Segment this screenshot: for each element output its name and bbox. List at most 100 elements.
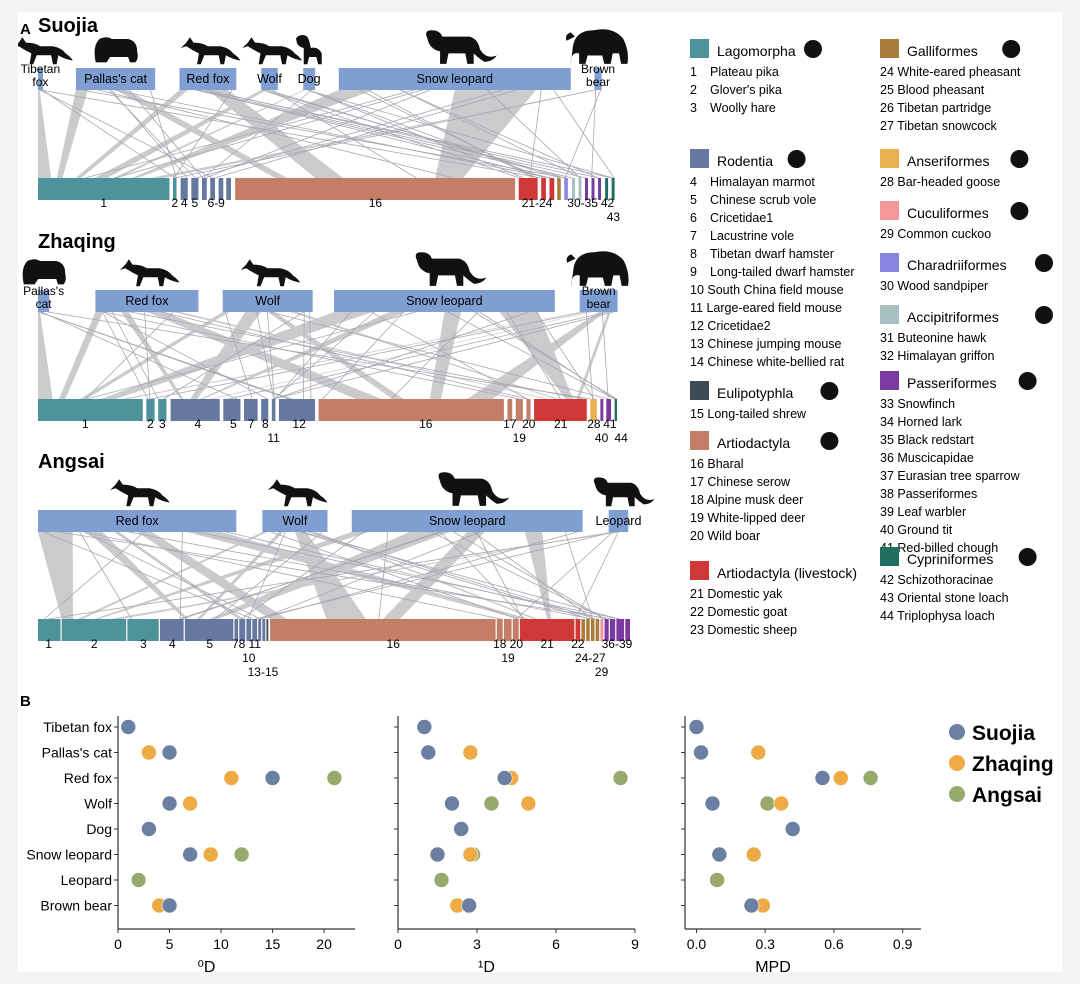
legend-item-number: 5 [690, 193, 697, 207]
prey-label: 1 [100, 196, 107, 210]
sandpiper-icon [1035, 254, 1053, 272]
legend-group-name: Artiodactyla [717, 435, 790, 451]
food-web-links [38, 531, 620, 620]
link-line [98, 89, 454, 179]
legend-item-number: 9 [690, 265, 697, 279]
predator-bar [262, 510, 328, 532]
link-line [241, 531, 364, 620]
prey-segment [261, 399, 269, 421]
legend-item-name: Glover's pika [710, 83, 782, 97]
prey-label: 16 [387, 637, 401, 651]
predator-red-fox: Red fox [38, 479, 237, 532]
link-line [163, 311, 304, 400]
prey-segment [534, 399, 587, 421]
legend-item: 10 South China field mouse [690, 283, 844, 297]
prey-segment [252, 619, 258, 641]
legend-item: 28 Bar-headed goose [880, 175, 1000, 189]
data-point-suojia [182, 846, 198, 863]
link-line [247, 531, 286, 620]
legend-group-rodentia: Rodentia 4 Himalayan marmot 5 Chinese scrub … [690, 149, 855, 369]
link-line [225, 531, 607, 620]
link-line [224, 311, 253, 400]
legend-group-charadriiformes: Charadriiformes 30 Wood sandpiper [880, 253, 1053, 293]
predator-wolf: Wolf [262, 479, 328, 532]
legend-item: 26 Tibetan partridge [880, 101, 991, 115]
pika-icon [804, 40, 822, 58]
prey-label: 24-27 [575, 651, 606, 665]
predator-label: Pallas's [23, 284, 64, 298]
data-point-suojia [161, 744, 178, 761]
link-line [173, 89, 233, 179]
legend-item: 32 Himalayan griffon [880, 349, 994, 363]
prey-segment [600, 619, 604, 641]
prey-label: 2 [171, 196, 178, 210]
legend-item-number: 8 [690, 247, 697, 261]
link-line [114, 89, 423, 179]
bear-icon [566, 251, 629, 286]
link-band [38, 312, 53, 399]
prey-segment [526, 399, 531, 421]
link-line [41, 311, 238, 400]
link-line [564, 531, 593, 620]
data-point-suojia [814, 770, 831, 786]
x-axis-label: ⁰D [198, 959, 216, 972]
link-line [476, 531, 524, 620]
legend-group-eulipotyphla: Eulipotyphla 15 Long-tailed shrew [690, 381, 839, 421]
prey-segment [578, 178, 582, 200]
legend-swatch [880, 253, 899, 272]
predator-pallas-s-cat: Pallas's cat [75, 37, 156, 90]
data-point-zhaqing [202, 846, 219, 863]
prey-segment [318, 399, 504, 421]
prey-segment [226, 178, 231, 200]
legend-swatch [690, 431, 709, 450]
dog-icon [296, 35, 322, 65]
data-point-suojia [453, 821, 470, 837]
prey-label: 4 [181, 196, 188, 210]
link-line [309, 311, 312, 400]
legend-item: 12 Cricetidae2 [690, 319, 771, 333]
x-tick-label: 20 [316, 936, 332, 952]
prey-segment [127, 619, 159, 641]
prey-segment [625, 619, 630, 641]
link-line [128, 89, 204, 179]
predator-label: Leopard [596, 514, 642, 528]
link-line [115, 531, 240, 620]
predator-label: Red fox [125, 294, 169, 308]
legend-label: Suojia [972, 722, 1035, 745]
link-line [479, 311, 616, 400]
data-point-suojia [743, 897, 760, 914]
prey-label: 21 [554, 417, 568, 431]
x-tick-label: 6 [552, 936, 560, 952]
predator-bar [261, 68, 278, 90]
legend-item: 44 Triplophysa loach [880, 609, 995, 623]
link-line [274, 311, 529, 400]
canid-shape [267, 479, 328, 507]
link-line [130, 311, 584, 400]
link-line [41, 89, 176, 179]
link-band [290, 312, 559, 399]
predator-label: Snow leopard [406, 294, 482, 308]
fox-icon [18, 37, 73, 65]
data-point-zhaqing [773, 795, 790, 812]
link-line [586, 311, 593, 400]
prey-segment [512, 619, 519, 641]
site-title: Zhaqing [38, 231, 116, 253]
link-line [206, 89, 599, 179]
prey-label: 1 [82, 417, 89, 431]
legend-item: 17 Chinese serow [690, 475, 791, 489]
prey-label: 30-35 [567, 196, 598, 210]
prey-segment [184, 619, 234, 641]
prey-label: 13-15 [248, 665, 279, 679]
predator-wolf: Wolf [222, 259, 313, 312]
predator-label: bear [586, 75, 610, 89]
bear-shape [566, 251, 629, 286]
prey-segment [507, 399, 513, 421]
data-point-zhaqing [750, 744, 767, 761]
legend-group-name: Passeriformes [907, 375, 996, 391]
prey-segment [496, 619, 503, 641]
link-line [440, 531, 525, 620]
legend-group-name: Accipitriformes [907, 309, 999, 325]
link-band [576, 312, 611, 399]
